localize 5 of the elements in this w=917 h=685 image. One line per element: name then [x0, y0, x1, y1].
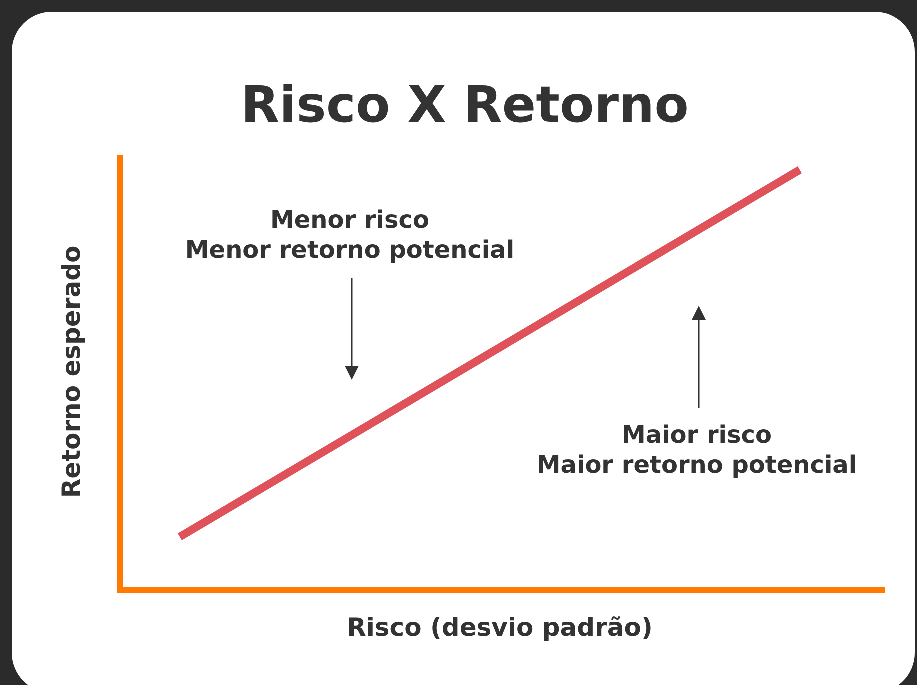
chart-title: Risco X Retorno [240, 76, 690, 134]
y-axis-title: Retorno esperado [57, 246, 86, 498]
annotation: Menor risco Menor retorno potencial [185, 206, 515, 264]
x-axis-title: Risco (desvio padrão) [347, 613, 653, 642]
annotation: Maior risco Maior retorno potencial [536, 421, 858, 479]
